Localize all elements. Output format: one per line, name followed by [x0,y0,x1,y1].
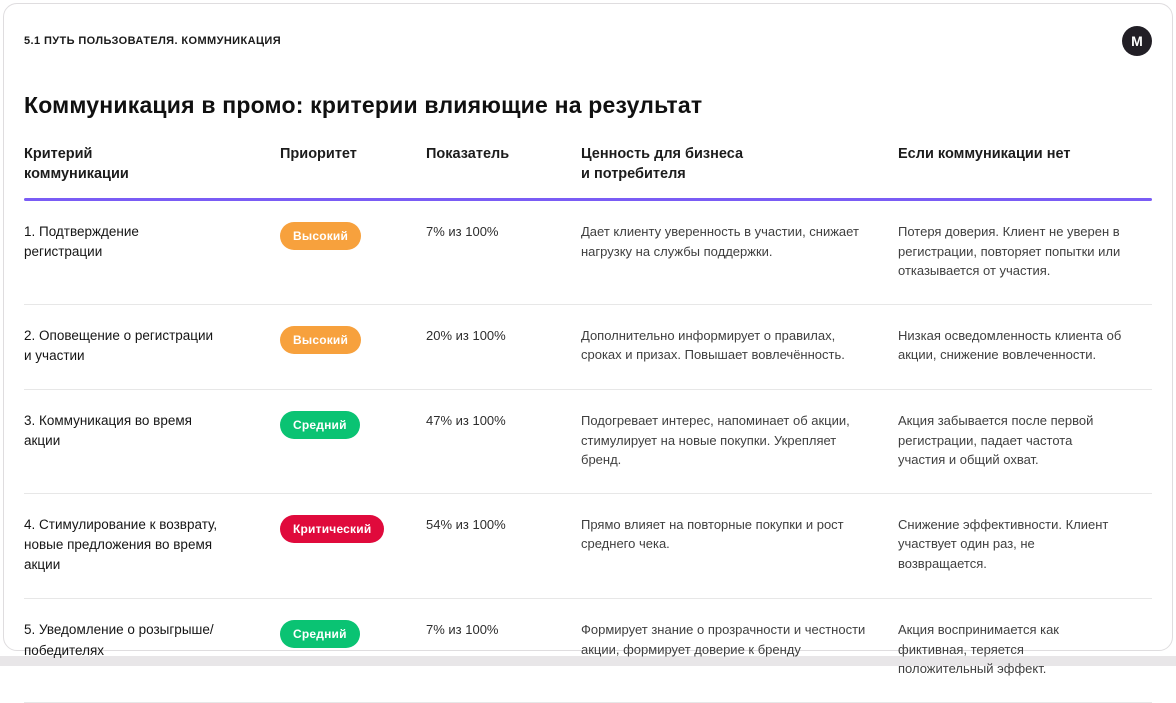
priority-badge: Средний [280,620,360,649]
priority-badge: Критический [280,514,385,543]
indicator-cell: 7% из 100% [426,622,499,638]
column-header-criterion: Критерий коммуникации [24,146,129,182]
column-header-priority: Приоритет [280,146,357,162]
priority-badge: Средний [280,411,360,440]
priority-cell: Средний [280,620,426,679]
criterion-cell: 5. Уведомление о розыгрыше/победителях [24,622,214,658]
table-header: Критерий коммуникации Приоритет Показате… [24,145,1152,184]
priority-cell: Критический [280,514,426,576]
column-header-value: Ценность для бизнеса и потребителя [581,146,744,182]
table-row: 3. Коммуникация во время акции Средний 4… [24,390,1152,494]
value-cell: Прямо влияет на повторные покупки и рост… [581,516,844,552]
criterion-cell: 3. Коммуникация во время акции [24,413,192,449]
if-absent-cell: Акция забывается после первой регистраци… [898,413,1094,468]
table-row: 4. Стимулирование к возврату, новые пред… [24,494,1152,600]
indicator-cell: 20% из 100% [426,327,506,343]
indicator-cell: 7% из 100% [426,224,499,240]
page-title: Коммуникация в промо: критерии влияющие … [24,92,703,118]
table-row: 5. Уведомление о розыгрыше/победителях С… [24,599,1152,703]
slide-card: 5.1 ПУТЬ ПОЛЬЗОВАТЕЛЯ. КОММУНИКАЦИЯ M Ко… [3,3,1173,703]
table-row: 1. Подтверждение регистрации Высокий 7% … [24,201,1152,305]
criterion-cell: 4. Стимулирование к возврату, новые пред… [24,516,218,573]
indicator-cell: 47% из 100% [426,413,506,429]
criterion-cell: 2. Оповещение о регистрации и участии [24,327,214,363]
value-cell: Подогревает интерес, напоминает об акции… [581,413,850,468]
if-absent-cell: Низкая осведомленность клиента об акции,… [898,327,1122,363]
table-row: 2. Оповещение о регистрации и участии Вы… [24,305,1152,391]
value-cell: Дополнительно информирует о правилах, ср… [581,327,845,363]
indicator-cell: 54% из 100% [426,516,506,532]
value-cell: Дает клиенту уверенность в участии, сниж… [581,224,859,259]
priority-badge: Высокий [280,325,362,354]
criterion-cell: 1. Подтверждение регистрации [24,224,139,260]
priority-cell: Средний [280,411,426,470]
priority-badge: Высокий [280,222,362,251]
column-header-indicator: Показатель [426,146,510,162]
if-absent-cell: Снижение эффективности. Клиент участвует… [898,516,1109,571]
app-background-strip [0,656,1176,666]
table-accent-line [24,198,1152,202]
column-header-if-absent: Если коммуникации нет [898,146,1071,162]
if-absent-cell: Потеря доверия. Клиент не уверен в регис… [898,224,1121,279]
priority-cell: Высокий [280,222,426,281]
brand-logo-letter: M [1131,33,1143,49]
value-cell: Формирует знание о прозрачности и честно… [581,622,866,657]
slide-section-label: 5.1 ПУТЬ ПОЛЬЗОВАТЕЛЯ. КОММУНИКАЦИЯ [24,35,281,47]
brand-logo-icon: M [1122,26,1152,56]
slide-topbar: 5.1 ПУТЬ ПОЛЬЗОВАТЕЛЯ. КОММУНИКАЦИЯ M [24,26,1152,56]
priority-cell: Высокий [280,325,426,367]
if-absent-cell: Акция воспринимается как фиктивная, теря… [898,622,1059,677]
